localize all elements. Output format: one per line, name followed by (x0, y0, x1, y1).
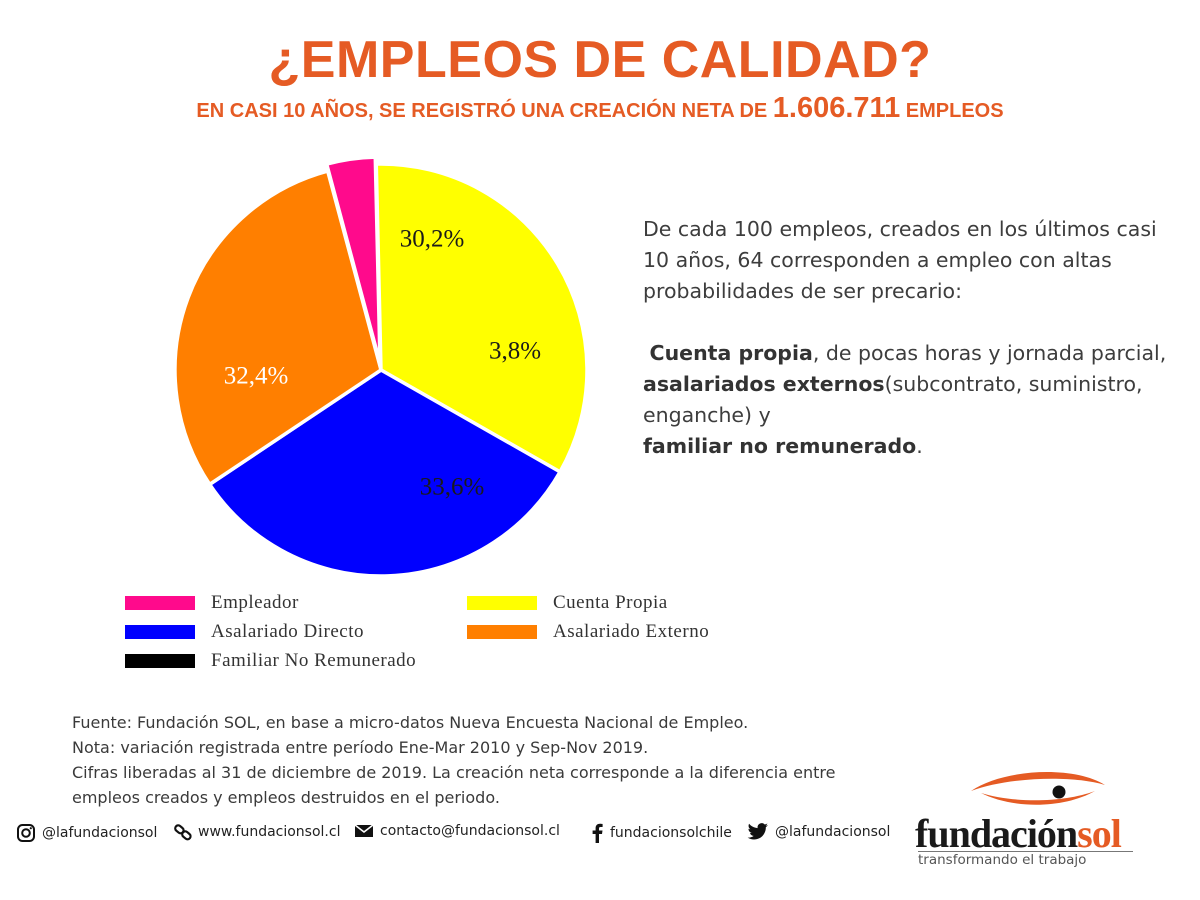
item3-bold: familiar no remunerado (643, 434, 917, 458)
legend-label: Asalariado Directo (211, 621, 365, 642)
notes-source: Fuente: Fundación SOL, en base a micro-d… (72, 713, 749, 732)
legend-item-familiar-no-remunerado: Familiar No Remunerado (125, 650, 416, 672)
instagram-icon (17, 824, 35, 842)
legend-swatch (125, 654, 195, 668)
instagram-handle: @lafundacionsol (42, 825, 158, 841)
twitter-handle: @lafundacionsol (775, 824, 891, 840)
logo-name-part2: sol (1077, 811, 1122, 856)
website-url: www.fundacionsol.cl (198, 824, 341, 840)
explanation-item-asalariados-externos: asalariados externos(subcontrato, sumini… (643, 369, 1183, 431)
legend-label: Empleador (211, 592, 299, 613)
link-icon (174, 824, 192, 841)
logo-wordmark: fundaciónsol (915, 810, 1122, 857)
footer-website[interactable]: www.fundacionsol.cl (174, 823, 340, 841)
explanation-intro: De cada 100 empleos, creados en los últi… (643, 217, 1157, 303)
pie-slice-cuenta-propia (374, 162, 589, 474)
item1-rest: , de pocas horas y jornada parcial, (812, 341, 1167, 365)
footer-instagram[interactable]: @lafundacionsol (16, 823, 157, 843)
pie-chart: 3,8% 33,6% 32,4% 30,2% (173, 155, 589, 578)
logo-tagline: transformando el trabajo (918, 851, 1133, 868)
legend-label: Familiar No Remunerado (211, 650, 417, 671)
envelope-icon (354, 824, 374, 837)
facebook-handle: fundacionsolchile (610, 825, 732, 841)
pie-slices (173, 155, 589, 578)
legend-swatch (467, 625, 537, 639)
pie-slice-asalariado-directo (207, 368, 562, 578)
explanation-text: De cada 100 empleos, creados en los últi… (643, 214, 1183, 462)
explanation-item-familiar: familiar no remunerado. (643, 431, 1183, 462)
legend-label: Cuenta Propia (553, 592, 668, 613)
item2-rest: (subcontrato, suministro, enganche) y (643, 372, 1143, 427)
pie-label-asalariado-directo: 32,4% (224, 363, 289, 390)
facebook-icon (592, 823, 603, 843)
notes-period: Nota: variación registrada entre período… (72, 738, 649, 757)
legend-item-cuenta-propia: Cuenta Propia (467, 592, 668, 614)
legend-swatch (125, 596, 195, 610)
eye-logo-icon (971, 772, 1105, 805)
pie-label-cuenta-propia: 33,6% (420, 474, 485, 501)
item1-bold: Cuenta propia (649, 341, 813, 365)
social-footer: @lafundacionsol www.fundacionsol.cl cont… (16, 823, 916, 847)
twitter-icon (747, 823, 768, 840)
source-notes: Fuente: Fundación SOL, en base a micro-d… (72, 710, 892, 810)
pie-slice-asalariado-externo (173, 169, 383, 487)
footer-email[interactable]: contacto@fundacionsol.cl (354, 823, 560, 839)
email-address: contacto@fundacionsol.cl (380, 823, 560, 839)
explanation-item-cuenta-propia: Cuenta propia, de pocas horas y jornada … (643, 338, 1183, 369)
pie-label-asalariado-externo: 30,2% (400, 226, 465, 253)
item2-bold: asalariados externos (643, 372, 885, 396)
subtitle-suffix: EMPLEOS (905, 100, 1004, 122)
legend-item-asalariado-directo: Asalariado Directo (125, 621, 364, 643)
page-subtitle: EN CASI 10 AÑOS, SE REGISTRÓ UNA CREACIÓ… (0, 92, 1200, 125)
subtitle-prefix: EN CASI 10 AÑOS, SE REGISTRÓ UNA CREACIÓ… (196, 100, 768, 122)
pie-labels: 3,8% 33,6% 32,4% 30,2% (224, 226, 541, 501)
footer-facebook[interactable]: fundacionsolchile (590, 823, 732, 843)
legend-item-asalariado-externo: Asalariado Externo (467, 621, 709, 643)
legend-swatch (467, 596, 537, 610)
legend-swatch (125, 625, 195, 639)
logo-name-part1: fundación (915, 811, 1078, 856)
pie-label-empleador: 3,8% (489, 338, 541, 365)
subtitle-number: 1.606.711 (772, 92, 901, 124)
legend-label: Asalariado Externo (553, 621, 710, 642)
notes-definition: Cifras liberadas al 31 de diciembre de 2… (72, 763, 836, 807)
legend-item-empleador: Empleador (125, 592, 299, 614)
item3-rest: . (916, 434, 923, 458)
footer-twitter[interactable]: @lafundacionsol (747, 823, 890, 841)
page-title: ¿EMPLEOS DE CALIDAD? (268, 31, 932, 89)
fundacion-sol-logo: fundaciónsol transformando el trabajo (915, 765, 1155, 868)
